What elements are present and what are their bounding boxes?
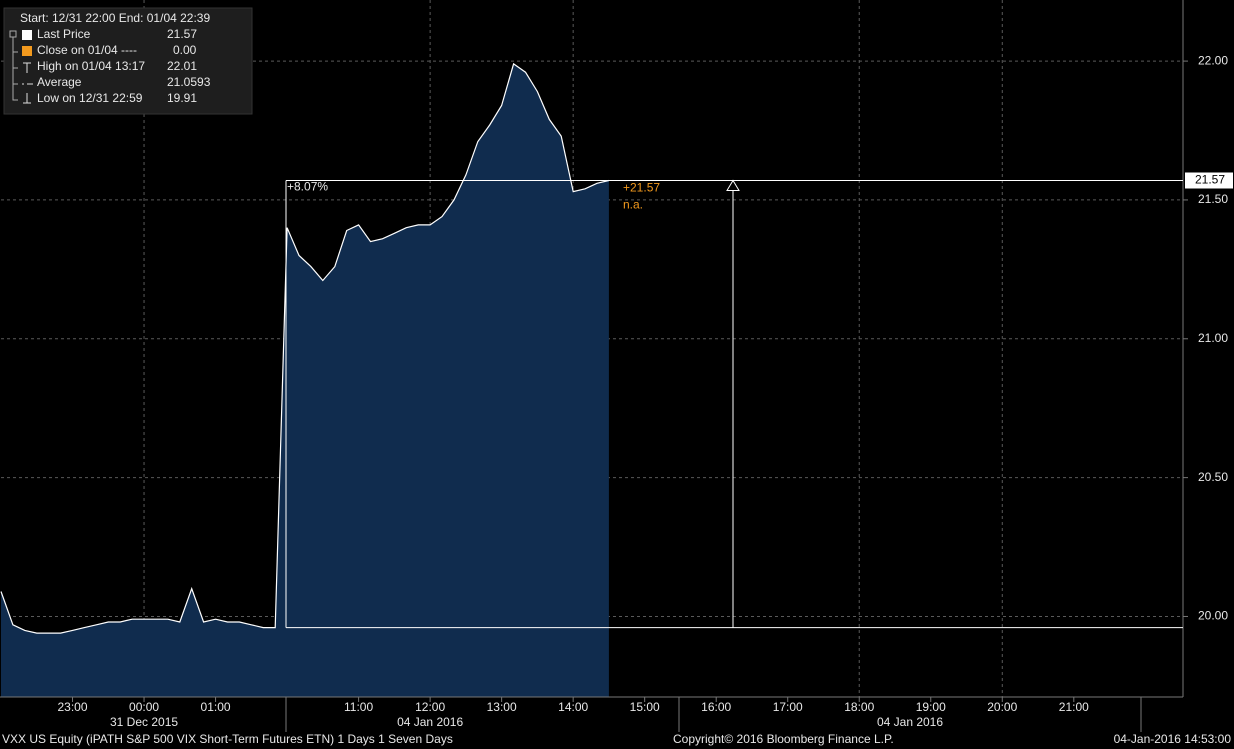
legend-label: Average: [37, 75, 82, 89]
legend-value: 0.00: [173, 43, 197, 57]
last-price-label: 21.57: [1195, 173, 1225, 187]
x-tick-label: 17:00: [773, 700, 803, 714]
x-tick-label: 16:00: [701, 700, 731, 714]
x-tick-label: 13:00: [487, 700, 517, 714]
legend-label: Low on 12/31 22:59: [37, 91, 143, 105]
x-tick-label: 19:00: [916, 700, 946, 714]
y-tick-label: 21.00: [1198, 331, 1228, 345]
legend-box: [3, 7, 253, 115]
legend-label: Last Price: [37, 27, 91, 41]
na-annotation: n.a.: [623, 198, 643, 212]
y-tick-label: 21.50: [1198, 192, 1228, 206]
x-tick-label: 20:00: [987, 700, 1017, 714]
area-fill: [1, 63, 609, 697]
legend-swatch: [22, 30, 32, 40]
x-tick-label: 18:00: [844, 700, 874, 714]
legend-value: 21.57: [167, 27, 197, 41]
date-label: 04 Jan 2016: [877, 715, 943, 729]
y-tick-label: 22.00: [1198, 53, 1228, 67]
footer-right: 04-Jan-2016 14:53:00: [1114, 732, 1232, 746]
legend-value: 21.0593: [167, 75, 211, 89]
legend-icons: [22, 62, 33, 104]
legend-header: Start: 12/31 22:00 End: 01/04 22:39: [20, 11, 210, 25]
x-tick-label: 14:00: [558, 700, 588, 714]
last-price-tag: [1185, 172, 1233, 189]
legend-label: Close on 01/04 ----: [37, 43, 137, 57]
x-tick-label: 12:00: [415, 700, 445, 714]
x-tick-label: 21:00: [1059, 700, 1089, 714]
x-tick-label: 11:00: [344, 700, 373, 714]
legend-swatch: [22, 46, 32, 56]
legend-label: High on 01/04 13:17: [37, 59, 145, 73]
date-label: 31 Dec 2015: [110, 715, 178, 729]
x-tick-label: 00:00: [129, 700, 159, 714]
legend-value: 22.01: [167, 59, 197, 73]
footer-center: Copyright© 2016 Bloomberg Finance L.P.: [673, 732, 894, 746]
y-tick-label: 20.00: [1198, 609, 1228, 623]
arrow-head: [726, 179, 740, 191]
legend-value: 19.91: [167, 91, 197, 105]
y-tick-label: 20.50: [1198, 470, 1228, 484]
legend-tree: [9, 30, 18, 101]
change-annotation: +8.07%: [287, 180, 328, 194]
plot-area: [0, 0, 1183, 697]
last-annotation: +21.57: [623, 181, 660, 195]
x-tick-label: 23:00: [58, 700, 88, 714]
x-tick-label: 15:00: [630, 700, 660, 714]
price-line: [0, 62, 610, 634]
x-tick-label: 01:00: [201, 700, 231, 714]
legend: Start: 12/31 22:00 End: 01/04 22:39 Last…: [3, 7, 253, 115]
footer-left: VXX US Equity (iPATH S&P 500 VIX Short-T…: [2, 732, 453, 746]
date-label: 04 Jan 2016: [397, 715, 463, 729]
